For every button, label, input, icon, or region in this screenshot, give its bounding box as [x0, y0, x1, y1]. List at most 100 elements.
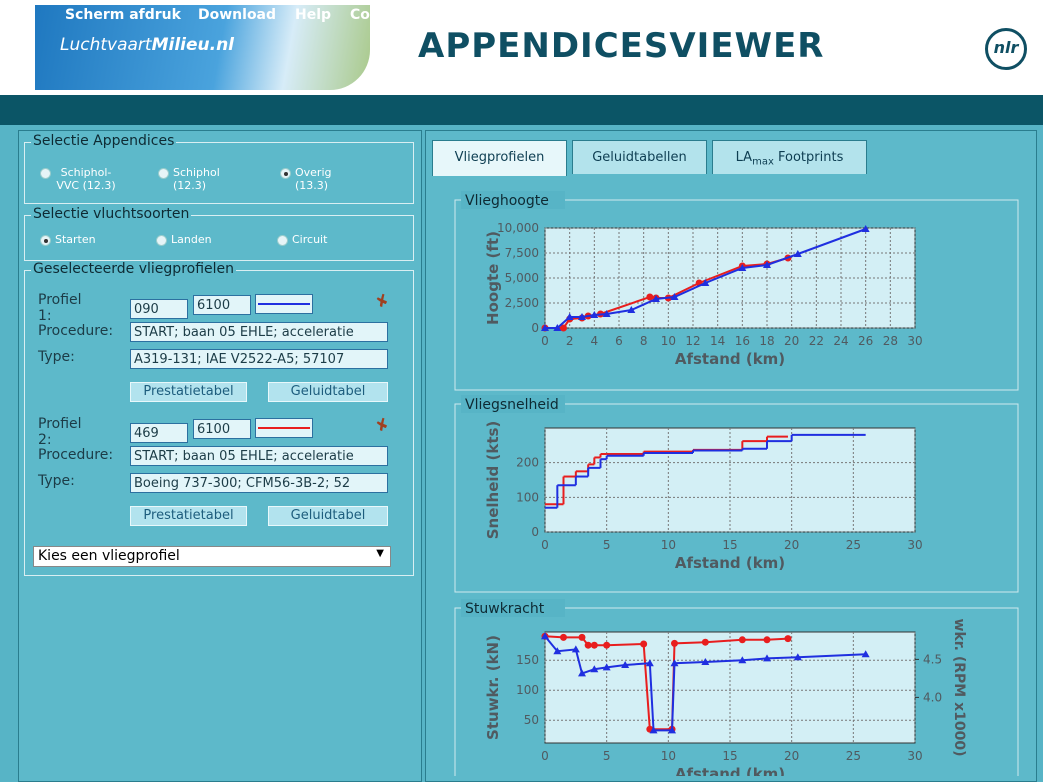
line-swatch[interactable] [255, 294, 313, 314]
point [578, 669, 586, 677]
point [668, 726, 677, 734]
y-axis-label: Hoogte (ft) [484, 231, 502, 325]
y-tick-label: 0 [531, 525, 539, 539]
button[interactable]: Geluidtabel [268, 506, 388, 526]
radio[interactable] [40, 168, 51, 179]
x-tick-label: 6 [615, 334, 623, 348]
code-input[interactable]: 090 [130, 299, 188, 319]
radio-label: Starten [55, 233, 96, 246]
procedure-input[interactable]: START; baan 05 EHLE; acceleratie [130, 322, 388, 342]
radio[interactable] [280, 168, 291, 179]
line [544, 635, 866, 732]
tab-text: Vliegprofielen [454, 150, 545, 165]
weight-input[interactable]: 6100 [193, 295, 251, 315]
x-tick-label: 15 [722, 749, 737, 763]
title-bg [461, 191, 565, 209]
point [649, 726, 658, 734]
tab[interactable]: Geluidtabellen [572, 140, 707, 174]
line-swatch[interactable] [255, 418, 313, 438]
chart-frame [454, 403, 1019, 593]
x-tick-label: 2 [566, 334, 574, 348]
logo-text: LuchtvaartMilieu.nl [60, 35, 234, 55]
radio-label: Schiphol-VVC (12.3) [56, 166, 116, 192]
point [652, 295, 660, 302]
point [738, 264, 747, 271]
procedure-label: Procedure: [38, 447, 114, 463]
point [590, 665, 599, 673]
type-input[interactable]: A319-131; IAE V2522-A5; 57107 [130, 349, 388, 369]
button[interactable]: Prestatietabel [130, 506, 247, 526]
point [590, 641, 598, 649]
type-input[interactable]: Boeing 737-300; CFM56-3B-2; 52 [130, 473, 388, 493]
x-tick-label: 30 [907, 749, 922, 763]
radio[interactable] [158, 168, 169, 179]
logo[interactable]: LuchtvaartMilieu.nl [35, 5, 370, 90]
y2-axis-label: wkr. (RPM x1000) [951, 619, 967, 757]
y2-tick-label: 4.5 [923, 652, 942, 666]
point [553, 324, 562, 331]
x-tick-label: 8 [640, 334, 648, 348]
tab[interactable]: Vliegprofielen [432, 140, 567, 176]
x-tick-label: 4 [591, 334, 599, 348]
point [670, 293, 679, 300]
x-tick-label: 22 [809, 334, 824, 348]
point [646, 293, 654, 301]
nav-item[interactable]: Download [198, 7, 277, 23]
point [763, 636, 771, 644]
button[interactable]: Prestatietabel [130, 382, 247, 402]
procedure-input[interactable]: START; baan 05 EHLE; acceleratie [130, 446, 388, 466]
y-axis-label: Snelheid (kts) [484, 421, 502, 540]
code-input[interactable]: 469 [130, 423, 188, 443]
fieldset: Geselecteerde vliegprofielen [24, 261, 414, 576]
type-label: Type: [38, 473, 75, 489]
chart-frame [454, 607, 1019, 776]
profile-label: Profiel 2: [38, 416, 82, 448]
x-tick-label: 15 [722, 538, 737, 552]
point [793, 653, 802, 661]
swatch-line [258, 427, 310, 429]
point [701, 658, 710, 665]
point [645, 659, 654, 667]
nav-item[interactable]: Contact [350, 7, 411, 23]
button[interactable]: Geluidtabel [268, 382, 388, 402]
point [584, 641, 592, 649]
tab[interactable]: LAmax Footprints [712, 140, 867, 174]
nav-item[interactable]: Help [295, 7, 332, 23]
profile-select[interactable]: Kies een vliegprofiel ▼ [33, 546, 391, 567]
chart-title: Vlieghoogte [465, 193, 549, 209]
point [578, 313, 586, 320]
y-axis-label: Stuwkr. (kN) [484, 635, 502, 740]
y-tick-label: 150 [516, 653, 539, 667]
select-arrow: ▼ [376, 548, 384, 559]
fieldset: Selectie Appendices [24, 133, 414, 204]
point [571, 645, 580, 653]
point [861, 225, 870, 232]
point [627, 306, 636, 313]
x-axis-label: Afstand (km) [675, 350, 785, 368]
point [701, 638, 709, 646]
point [602, 310, 611, 317]
x-tick-label: 0 [541, 334, 549, 348]
y-tick-label: 200 [516, 456, 539, 470]
type-label: Type: [38, 349, 75, 365]
tab-text: LA [735, 150, 753, 165]
radio[interactable] [156, 235, 167, 246]
point [763, 654, 771, 662]
tab-text: Geluidtabellen [592, 150, 687, 165]
chart-title: Vliegsnelheid [465, 397, 559, 413]
x-tick-label: 10 [661, 334, 676, 348]
radio[interactable] [277, 235, 288, 246]
weight-input[interactable]: 6100 [193, 419, 251, 439]
x-tick-label: 20 [784, 334, 799, 348]
point [541, 324, 549, 331]
x-tick-label: 12 [685, 334, 700, 348]
title: APPENDICESVIEWER [418, 26, 825, 66]
point [621, 661, 630, 668]
radio[interactable] [40, 235, 51, 246]
x-tick-label: 20 [784, 749, 799, 763]
nav-item[interactable]: Scherm afdruk [65, 7, 181, 23]
x-tick-label: 10 [661, 749, 676, 763]
point [784, 635, 792, 643]
